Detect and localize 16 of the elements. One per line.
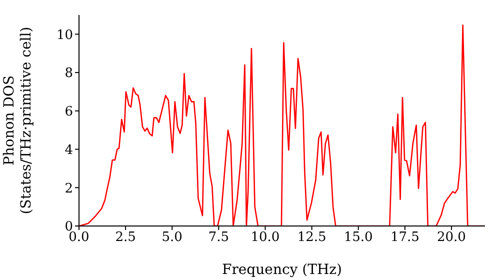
y-tick-label: 2	[64, 181, 73, 196]
x-tick-label: 12.5	[297, 230, 326, 246]
x-tick-label: 7.5	[208, 230, 230, 246]
x-axis-title: Frequency (THz)	[222, 262, 342, 278]
x-tick-label: 5.0	[162, 230, 182, 246]
x-tick-label: 15.0	[344, 230, 373, 246]
x-tick-label: 0.0	[68, 230, 90, 246]
y-tick-label: 8	[64, 66, 73, 82]
y-tick-label: 6	[64, 104, 73, 120]
x-tick-label: 10.0	[250, 230, 280, 246]
x-tick-label: 2.5	[115, 230, 136, 246]
x-tick-label: 20.0	[437, 230, 466, 246]
x-tick-label: 17.5	[390, 230, 420, 246]
y-axis-title: Phonon DOS (States/THz·primitive cell)	[2, 26, 34, 214]
y-tick-label: 4	[64, 142, 73, 158]
y-tick-label: 10	[56, 28, 73, 43]
